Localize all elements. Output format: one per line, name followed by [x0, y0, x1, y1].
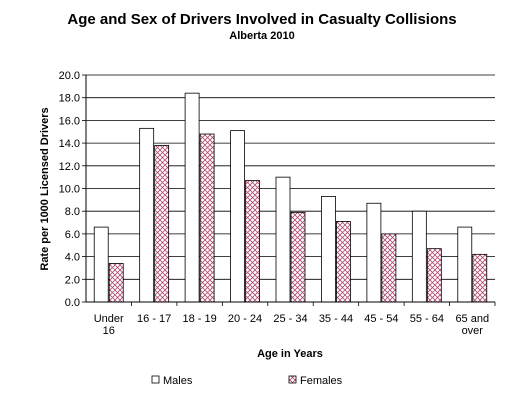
y-tick-label: 20.0 — [59, 70, 80, 82]
bar-females-0 — [108, 263, 124, 303]
bar-females-7 — [426, 248, 442, 303]
x-category-label: 20 - 24 — [228, 313, 262, 325]
y-tick-label: 0.0 — [65, 297, 80, 309]
y-tick-label: 16.0 — [59, 115, 80, 127]
x-category-label: 35 - 44 — [319, 313, 353, 325]
y-tick-label: 2.0 — [65, 274, 80, 286]
legend-females-swatch — [288, 375, 297, 384]
x-category-label: 18 - 19 — [182, 313, 216, 325]
y-tick-label: 6.0 — [65, 229, 80, 241]
legend: Males Females — [151, 375, 343, 387]
bar-males-2 — [184, 92, 200, 303]
bar-females-2 — [199, 133, 215, 303]
bar-males-0 — [93, 226, 109, 303]
y-tick-label: 18.0 — [59, 93, 80, 105]
x-category-label: 55 - 64 — [410, 313, 444, 325]
chart-subtitle: Alberta 2010 — [229, 30, 294, 42]
y-axis-title: Rate per 1000 Licensed Drivers — [39, 107, 51, 270]
bar-females-1 — [154, 144, 170, 303]
y-tick-label: 8.0 — [65, 206, 80, 218]
x-category-label: 45 - 54 — [364, 313, 398, 325]
bars — [93, 92, 488, 303]
legend-females-label: Females — [300, 375, 343, 387]
y-tick-label: 14.0 — [59, 138, 80, 150]
bar-females-5 — [336, 221, 351, 303]
y-tick-label: 10.0 — [59, 184, 80, 196]
bar-females-8 — [472, 253, 488, 303]
legend-males-label: Males — [163, 375, 193, 387]
bar-females-3 — [245, 180, 260, 303]
legend-males-swatch — [151, 375, 160, 384]
bar-females-6 — [381, 233, 397, 303]
x-category-label: 25 - 34 — [273, 313, 307, 325]
y-tick-labels: 0.0 2.0 4.0 6.0 8.0 10.0 12.0 14.0 16.0 18.0 20.0 — [59, 70, 80, 309]
x-category-labels: Under 16 16 - 17 18 - 19 20 - 24 25 - 34 35 - … — [94, 313, 489, 337]
x-category-label: Under 16 — [94, 313, 124, 337]
bar-males-1 — [139, 127, 155, 303]
bar-males-5 — [321, 196, 336, 303]
x-category-label: 16 - 17 — [137, 313, 171, 325]
x-category-label: 65 and over — [455, 313, 489, 337]
x-axis-title: Age in Years — [257, 348, 323, 360]
y-tick-label: 4.0 — [65, 252, 80, 264]
bar-males-3 — [230, 130, 245, 303]
bar-males-6 — [366, 202, 382, 303]
chart-title: Age and Sex of Drivers Involved in Casua… — [67, 11, 456, 28]
bar-females-4 — [290, 211, 306, 303]
y-tick-label: 12.0 — [59, 161, 80, 173]
gridlines — [82, 74, 496, 306]
bar-males-4 — [275, 176, 291, 303]
bar-males-8 — [457, 226, 473, 303]
bar-males-7 — [411, 210, 427, 303]
